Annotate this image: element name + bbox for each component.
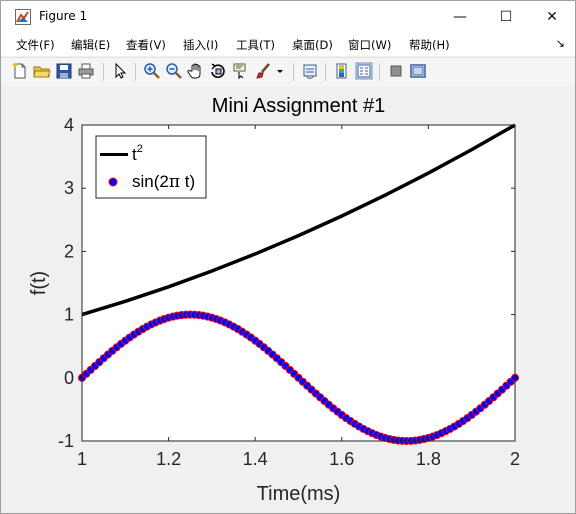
close-icon: ✕ [546, 8, 558, 25]
brush-dropdown-icon[interactable] [275, 62, 285, 80]
legend-entry-sin-prefix: sin(2 [132, 172, 169, 191]
chart-title: Mini Assignment #1 [212, 95, 385, 117]
y-tick-label: 0 [64, 368, 74, 388]
menu-window[interactable]: 窗口(W) [348, 38, 392, 52]
figure-canvas: 1 1.2 1.4 1.6 1.8 2 -1 0 1 2 3 4 Mini Assignment #1… [1, 86, 575, 513]
hide-plot-tools-icon[interactable] [387, 62, 405, 80]
maximize-icon: ☐ [499, 8, 513, 25]
print-icon[interactable] [77, 62, 95, 80]
menu-insert[interactable]: 插入(I) [183, 38, 219, 52]
menu-edit[interactable]: 编辑(E) [71, 38, 111, 52]
menu-tools[interactable]: 工具(T) [236, 38, 275, 52]
menu-view[interactable]: 查看(V) [126, 38, 166, 52]
legend-entry-t-squared: t2 [132, 143, 143, 164]
minimize-icon: — [453, 8, 467, 25]
y-tick-label: 1 [64, 305, 74, 325]
legend-marker-sample [108, 177, 118, 187]
legend-box [95, 135, 207, 199]
zoom-out-icon[interactable] [165, 62, 183, 80]
menu-bar: 文件(F) 编辑(E) 查看(V) 插入(I) 工具(T) 桌面(D) 窗口(W… [1, 32, 575, 56]
legend-entry-sin-pi: π [169, 172, 180, 192]
menu-file[interactable]: 文件(F) [16, 38, 55, 52]
y-axis-label: f(t) [28, 271, 50, 295]
minimize-button[interactable]: — [437, 1, 483, 32]
brush-icon[interactable] [255, 62, 273, 80]
pan-hand-icon[interactable] [187, 62, 205, 80]
legend-entry-t-base: t [132, 145, 137, 164]
menu-desktop[interactable]: 桌面(D) [292, 38, 333, 52]
legend-entry-t-exponent: 2 [137, 143, 143, 155]
legend-entry-sin-suffix: t) [180, 172, 195, 191]
zoom-in-icon[interactable] [143, 62, 161, 80]
x-tick-label: 1.2 [156, 449, 181, 469]
plot-canvas[interactable]: 1 1.2 1.4 1.6 1.8 2 -1 0 1 2 3 4 Mini Assignment #1… [1, 86, 575, 513]
title-bar: Figure 1 — ☐ ✕ [1, 1, 575, 32]
pointer-icon[interactable] [111, 62, 129, 80]
legend-icon[interactable] [355, 62, 373, 80]
open-file-icon[interactable] [33, 62, 51, 80]
legend-entry-sin: sin(2π t) [132, 172, 195, 192]
legend[interactable]: t2 sin(2π t) [95, 135, 207, 199]
y-tick-label: 2 [64, 241, 74, 261]
y-tick-label: 3 [64, 178, 74, 198]
toolbar-separator [103, 63, 104, 81]
x-axis-label: Time(ms) [257, 483, 341, 505]
series-line-t-squared [81, 123, 516, 317]
save-icon[interactable] [55, 62, 73, 80]
rotate-3d-icon[interactable] [209, 62, 227, 80]
maximize-button[interactable]: ☐ [483, 1, 529, 32]
matlab-figure-icon [15, 9, 31, 25]
toolbar-separator [379, 63, 380, 81]
x-tick-label: 1.4 [243, 449, 268, 469]
toolbar-separator [325, 63, 326, 81]
new-figure-icon[interactable] [11, 62, 29, 80]
y-tick-label: 4 [64, 115, 74, 135]
y-tick-label: -1 [58, 431, 74, 451]
menu-help[interactable]: 帮助(H) [409, 38, 450, 52]
show-plot-tools-icon[interactable] [409, 62, 427, 80]
close-button[interactable]: ✕ [529, 1, 575, 32]
figure-toolbar [1, 57, 575, 87]
link-plot-icon[interactable] [301, 62, 319, 80]
x-tick-label: 2 [510, 449, 520, 469]
x-tick-label: 1.6 [329, 449, 354, 469]
axes-box [81, 124, 516, 442]
window-title: Figure 1 [39, 9, 88, 23]
toolbar-separator [293, 63, 294, 81]
x-tick-label: 1 [77, 449, 87, 469]
data-cursor-icon[interactable] [231, 62, 249, 80]
x-tick-label: 1.8 [416, 449, 441, 469]
colorbar-icon[interactable] [333, 62, 351, 80]
menu-dock-arrow-icon[interactable]: ↘ [555, 38, 565, 50]
toolbar-separator [135, 63, 136, 81]
